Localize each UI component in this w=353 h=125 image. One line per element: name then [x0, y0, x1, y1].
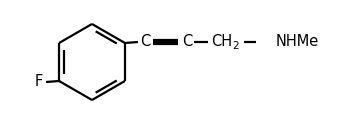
Text: F: F — [35, 74, 43, 90]
Text: NHMe: NHMe — [276, 34, 319, 50]
Text: CH: CH — [211, 34, 233, 50]
Text: 2: 2 — [233, 41, 239, 51]
Text: C: C — [182, 34, 192, 50]
Text: C: C — [140, 34, 150, 50]
